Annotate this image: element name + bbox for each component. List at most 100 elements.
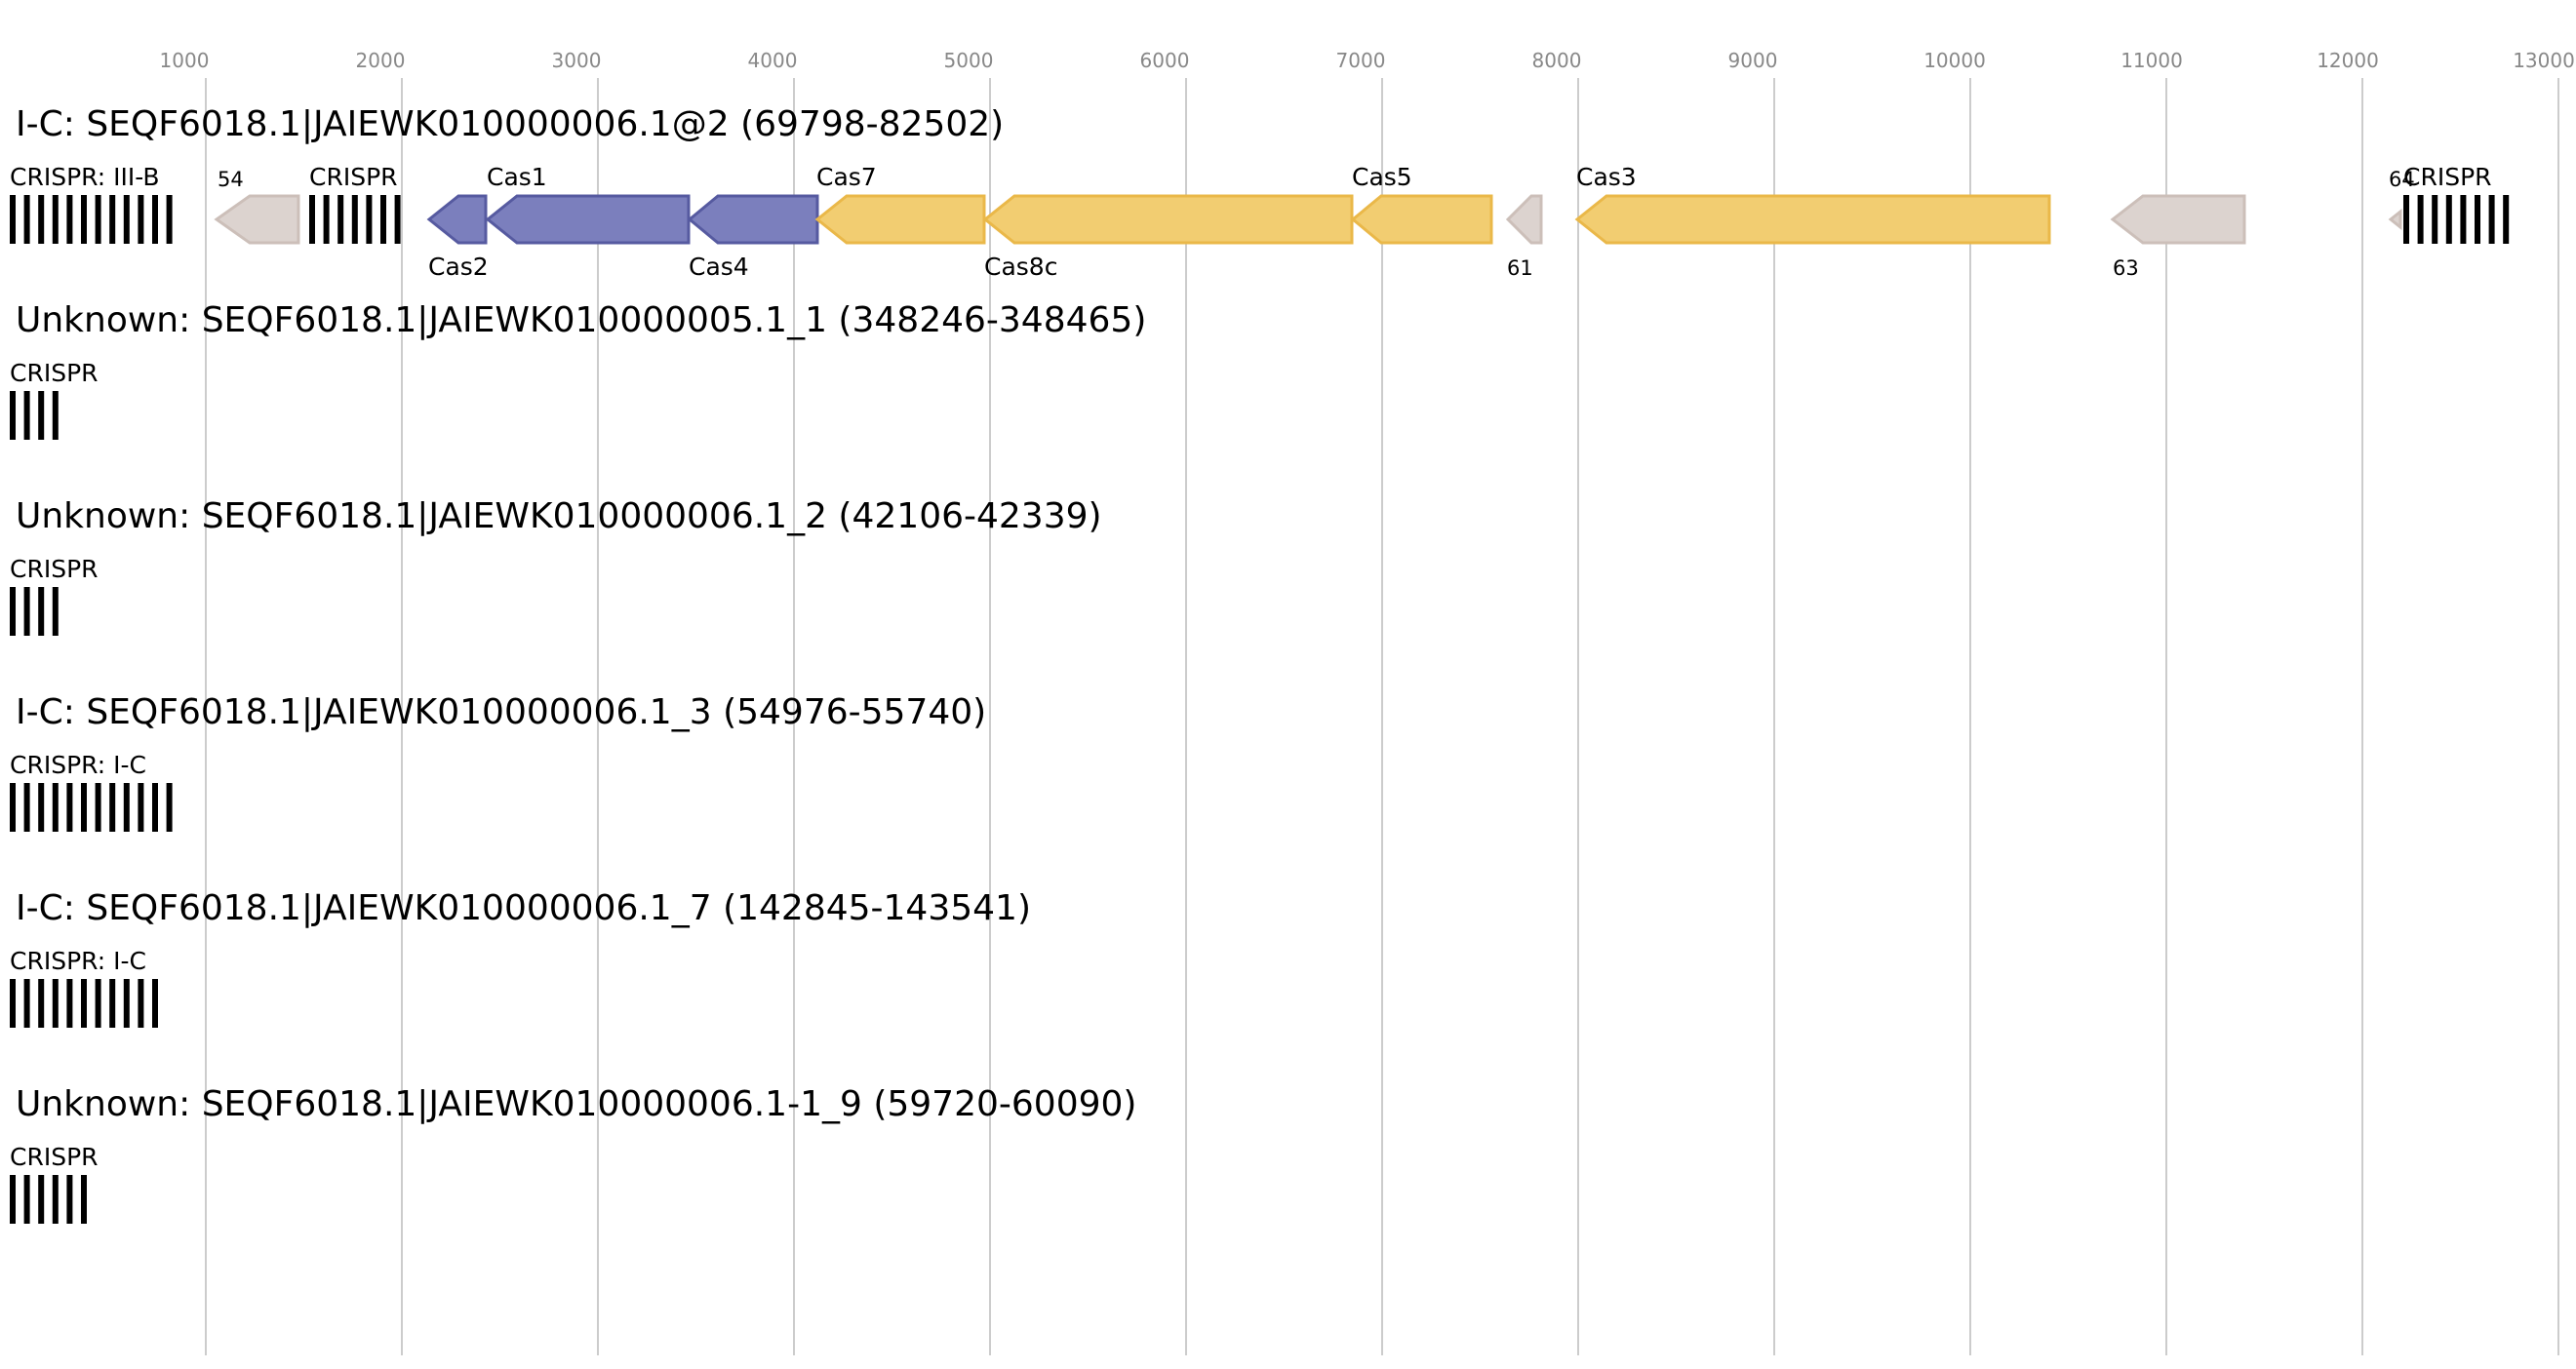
locus-4: I-C: SEQF6018.1|JAIEWK010000006.1_7 (142… <box>10 888 1031 1028</box>
crispr-repeat <box>52 783 59 832</box>
crispr-repeat <box>38 783 45 832</box>
tick-label: 11000 <box>2120 49 2183 72</box>
gene-label: 61 <box>1507 256 1533 280</box>
crispr-repeat <box>323 195 330 244</box>
crispr-repeat <box>81 979 87 1028</box>
crispr-repeat <box>109 783 116 832</box>
gene-arrow-54 <box>214 194 300 245</box>
crispr-repeat <box>309 195 315 244</box>
locus-3: I-C: SEQF6018.1|JAIEWK010000006.1_3 (549… <box>10 692 986 832</box>
gene-label: 54 <box>218 168 244 191</box>
position-axis: 1000 2000 3000 4000 5000 6000 7000 8000 … <box>160 49 2575 1355</box>
crispr-repeat <box>166 783 173 832</box>
gene-arrow-cas8c <box>982 194 1354 245</box>
gene-arrow-cas3 <box>1574 194 2051 245</box>
gene-arrow-cas5 <box>1350 194 1493 245</box>
tick-label: 6000 <box>1140 49 1190 72</box>
crispr-repeat <box>123 979 130 1028</box>
crispr-label: CRISPR: I-C <box>10 751 146 779</box>
locus-1: Unknown: SEQF6018.1|JAIEWK010000005.1_1 … <box>10 300 1146 440</box>
gene-arrow-cas7 <box>814 194 986 245</box>
gene-label: Cas7 <box>816 163 877 191</box>
crispr-repeat <box>66 1175 73 1224</box>
tick-label: 9000 <box>1728 49 1778 72</box>
crispr-array <box>10 1175 87 1224</box>
crispr-repeat <box>366 195 373 244</box>
crispr-repeat <box>95 979 101 1028</box>
gene-label: 63 <box>2113 256 2139 280</box>
crispr-repeat <box>2488 195 2495 244</box>
crispr-repeat <box>23 195 30 244</box>
locus-0: I-C: SEQF6018.1|JAIEWK010000006.1@2 (697… <box>10 104 2510 281</box>
gene-label: Cas3 <box>1576 163 1637 191</box>
crispr-repeat <box>81 783 87 832</box>
tick-label: 7000 <box>1336 49 1386 72</box>
crispr-repeat <box>38 391 45 440</box>
crispr-array <box>10 783 173 832</box>
crispr-repeat <box>152 195 158 244</box>
gene-arrow-63 <box>2110 194 2246 245</box>
crispr-repeat <box>138 783 144 832</box>
tick-label: 4000 <box>748 49 798 72</box>
crispr-repeat <box>2503 195 2510 244</box>
crispr-repeat <box>2432 195 2438 244</box>
crispr-repeat <box>38 1175 45 1224</box>
tick-label: 8000 <box>1532 49 1582 72</box>
crispr-repeat <box>394 195 401 244</box>
crispr-label: CRISPR <box>10 555 99 583</box>
locus-2: Unknown: SEQF6018.1|JAIEWK010000006.1_2 … <box>10 496 1102 636</box>
crispr-label: CRISPR <box>10 1143 99 1171</box>
crispr-array <box>10 979 158 1028</box>
tick-label: 2000 <box>356 49 406 72</box>
crispr-repeat <box>52 391 59 440</box>
gene-arrow-cas2 <box>426 194 488 245</box>
crispr-repeat <box>152 979 158 1028</box>
crispr-repeat <box>10 195 16 244</box>
crispr-repeat <box>109 979 116 1028</box>
crispr-repeat <box>152 783 158 832</box>
crispr-array <box>10 587 59 636</box>
crispr-repeat <box>66 783 73 832</box>
crispr-label: CRISPR <box>10 359 99 387</box>
gene-label: 64 <box>2389 168 2415 191</box>
locus-title: Unknown: SEQF6018.1|JAIEWK010000005.1_1 … <box>16 300 1146 340</box>
crispr-repeat <box>66 195 73 244</box>
crispr-array <box>2403 195 2510 244</box>
gene-label: Cas2 <box>428 253 489 281</box>
gene-label: Cas1 <box>487 163 547 191</box>
locus-title: I-C: SEQF6018.1|JAIEWK010000006.1_7 (142… <box>16 888 1031 928</box>
crispr-label: CRISPR <box>2403 163 2492 191</box>
crispr-repeat <box>2417 195 2424 244</box>
locus-title: I-C: SEQF6018.1|JAIEWK010000006.1_3 (549… <box>16 692 986 732</box>
crispr-label: CRISPR: III-B <box>10 163 160 191</box>
tick-label: 13000 <box>2513 49 2575 72</box>
crispr-repeat <box>23 979 30 1028</box>
crispr-repeat <box>81 195 87 244</box>
crispr-repeat <box>23 783 30 832</box>
crispr-label: CRISPR <box>309 163 398 191</box>
crispr-array <box>10 391 59 440</box>
crispr-repeat <box>23 587 30 636</box>
crispr-repeat <box>95 783 101 832</box>
gene-arrow-64 <box>2388 208 2402 231</box>
crispr-repeat <box>38 195 45 244</box>
crispr-repeat <box>109 195 116 244</box>
crispr-repeat <box>138 195 144 244</box>
tick-label: 3000 <box>552 49 602 72</box>
crispr-repeat <box>2445 195 2452 244</box>
crispr-repeat <box>23 1175 30 1224</box>
crispr-repeat <box>38 979 45 1028</box>
crispr-repeat <box>66 979 73 1028</box>
crispr-repeat <box>123 195 130 244</box>
crispr-repeat <box>52 195 59 244</box>
crispr-repeat <box>52 979 59 1028</box>
crispr-repeat <box>81 1175 87 1224</box>
crispr-repeat <box>138 979 144 1028</box>
tick-label: 12000 <box>2317 49 2379 72</box>
gene-arrow-cas1 <box>485 194 691 245</box>
crispr-array <box>309 195 401 244</box>
crispr-repeat <box>10 979 16 1028</box>
locus-5: Unknown: SEQF6018.1|JAIEWK010000006.1-1_… <box>10 1084 1136 1224</box>
